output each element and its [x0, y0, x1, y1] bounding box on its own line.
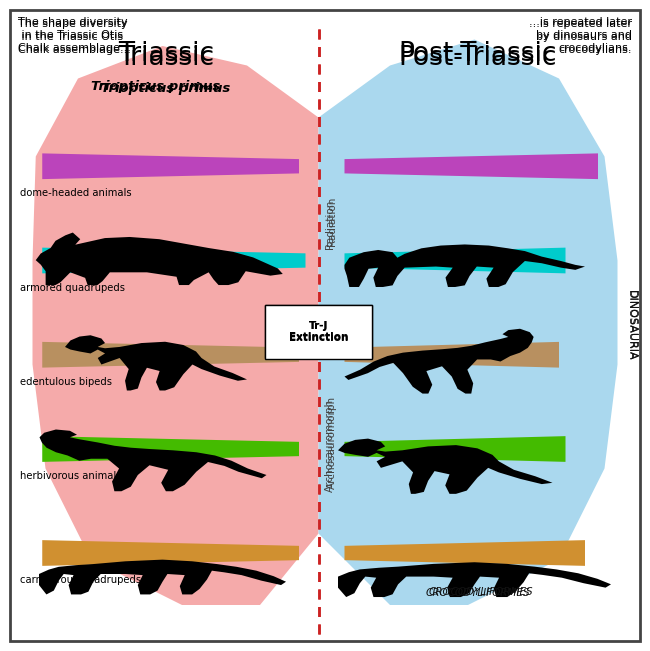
Polygon shape — [42, 436, 299, 462]
Polygon shape — [65, 335, 247, 391]
Text: Tr-J
Extinction: Tr-J Extinction — [289, 321, 348, 343]
FancyBboxPatch shape — [265, 305, 372, 359]
Text: DINOSAURIA: DINOSAURIA — [626, 290, 636, 361]
Polygon shape — [318, 40, 618, 605]
Polygon shape — [42, 540, 299, 566]
Text: Tr-J
Extinction: Tr-J Extinction — [289, 320, 348, 342]
Polygon shape — [344, 342, 559, 368]
Polygon shape — [42, 247, 306, 273]
Text: ...is repeated later
by dinosaurs and
crocodylians.: ...is repeated later by dinosaurs and cr… — [529, 19, 632, 55]
Text: Archosauromorph: Archosauromorph — [326, 396, 337, 489]
Polygon shape — [338, 439, 552, 494]
Polygon shape — [32, 46, 318, 605]
Polygon shape — [344, 540, 585, 566]
Text: Triassic: Triassic — [118, 42, 214, 68]
Polygon shape — [344, 436, 566, 462]
FancyBboxPatch shape — [10, 10, 640, 641]
Text: DINOSAURIA: DINOSAURIA — [627, 290, 637, 361]
Text: The shape diversity
 in the Triassic Otis
Chalk assemblage...: The shape diversity in the Triassic Otis… — [18, 19, 131, 55]
Polygon shape — [36, 232, 283, 285]
Text: ...is repeated later
by dinosaurs and
crocodylians.: ...is repeated later by dinosaurs and cr… — [529, 17, 632, 53]
Polygon shape — [344, 247, 566, 273]
Text: armored quadrupeds: armored quadrupeds — [20, 283, 125, 292]
Text: Triopticus primus: Triopticus primus — [92, 80, 220, 93]
Bar — [205, 159, 216, 171]
Polygon shape — [344, 154, 598, 179]
Text: CROCODYLIFORMES: CROCODYLIFORMES — [426, 589, 530, 598]
Bar — [203, 159, 216, 173]
Polygon shape — [39, 560, 286, 594]
Polygon shape — [40, 430, 266, 492]
Text: Triassic: Triassic — [118, 45, 214, 71]
Polygon shape — [344, 244, 585, 287]
Text: CROCODYLIFORMES: CROCODYLIFORMES — [429, 587, 533, 597]
Polygon shape — [42, 342, 299, 368]
Text: Post-Triassic: Post-Triassic — [398, 42, 557, 68]
Text: dome-headed animals: dome-headed animals — [20, 188, 131, 199]
Polygon shape — [42, 154, 299, 179]
Text: The shape diversity
 in the Triassic Otis
Chalk assemblage...: The shape diversity in the Triassic Otis… — [18, 17, 131, 53]
Text: Radiation: Radiation — [325, 200, 335, 249]
Text: edentulous bipeds: edentulous bipeds — [20, 377, 112, 387]
Text: Archosauromorph: Archosauromorph — [325, 399, 335, 492]
Text: herbivorous animals: herbivorous animals — [20, 471, 121, 481]
Polygon shape — [344, 329, 534, 394]
FancyBboxPatch shape — [265, 305, 372, 358]
Text: Post-Triassic: Post-Triassic — [398, 45, 557, 71]
Text: Triopticus primus: Triopticus primus — [101, 82, 230, 95]
Polygon shape — [338, 562, 611, 597]
Text: Radiation: Radiation — [326, 197, 337, 246]
Text: carnivorous quadrupeds: carnivorous quadrupeds — [20, 575, 140, 585]
